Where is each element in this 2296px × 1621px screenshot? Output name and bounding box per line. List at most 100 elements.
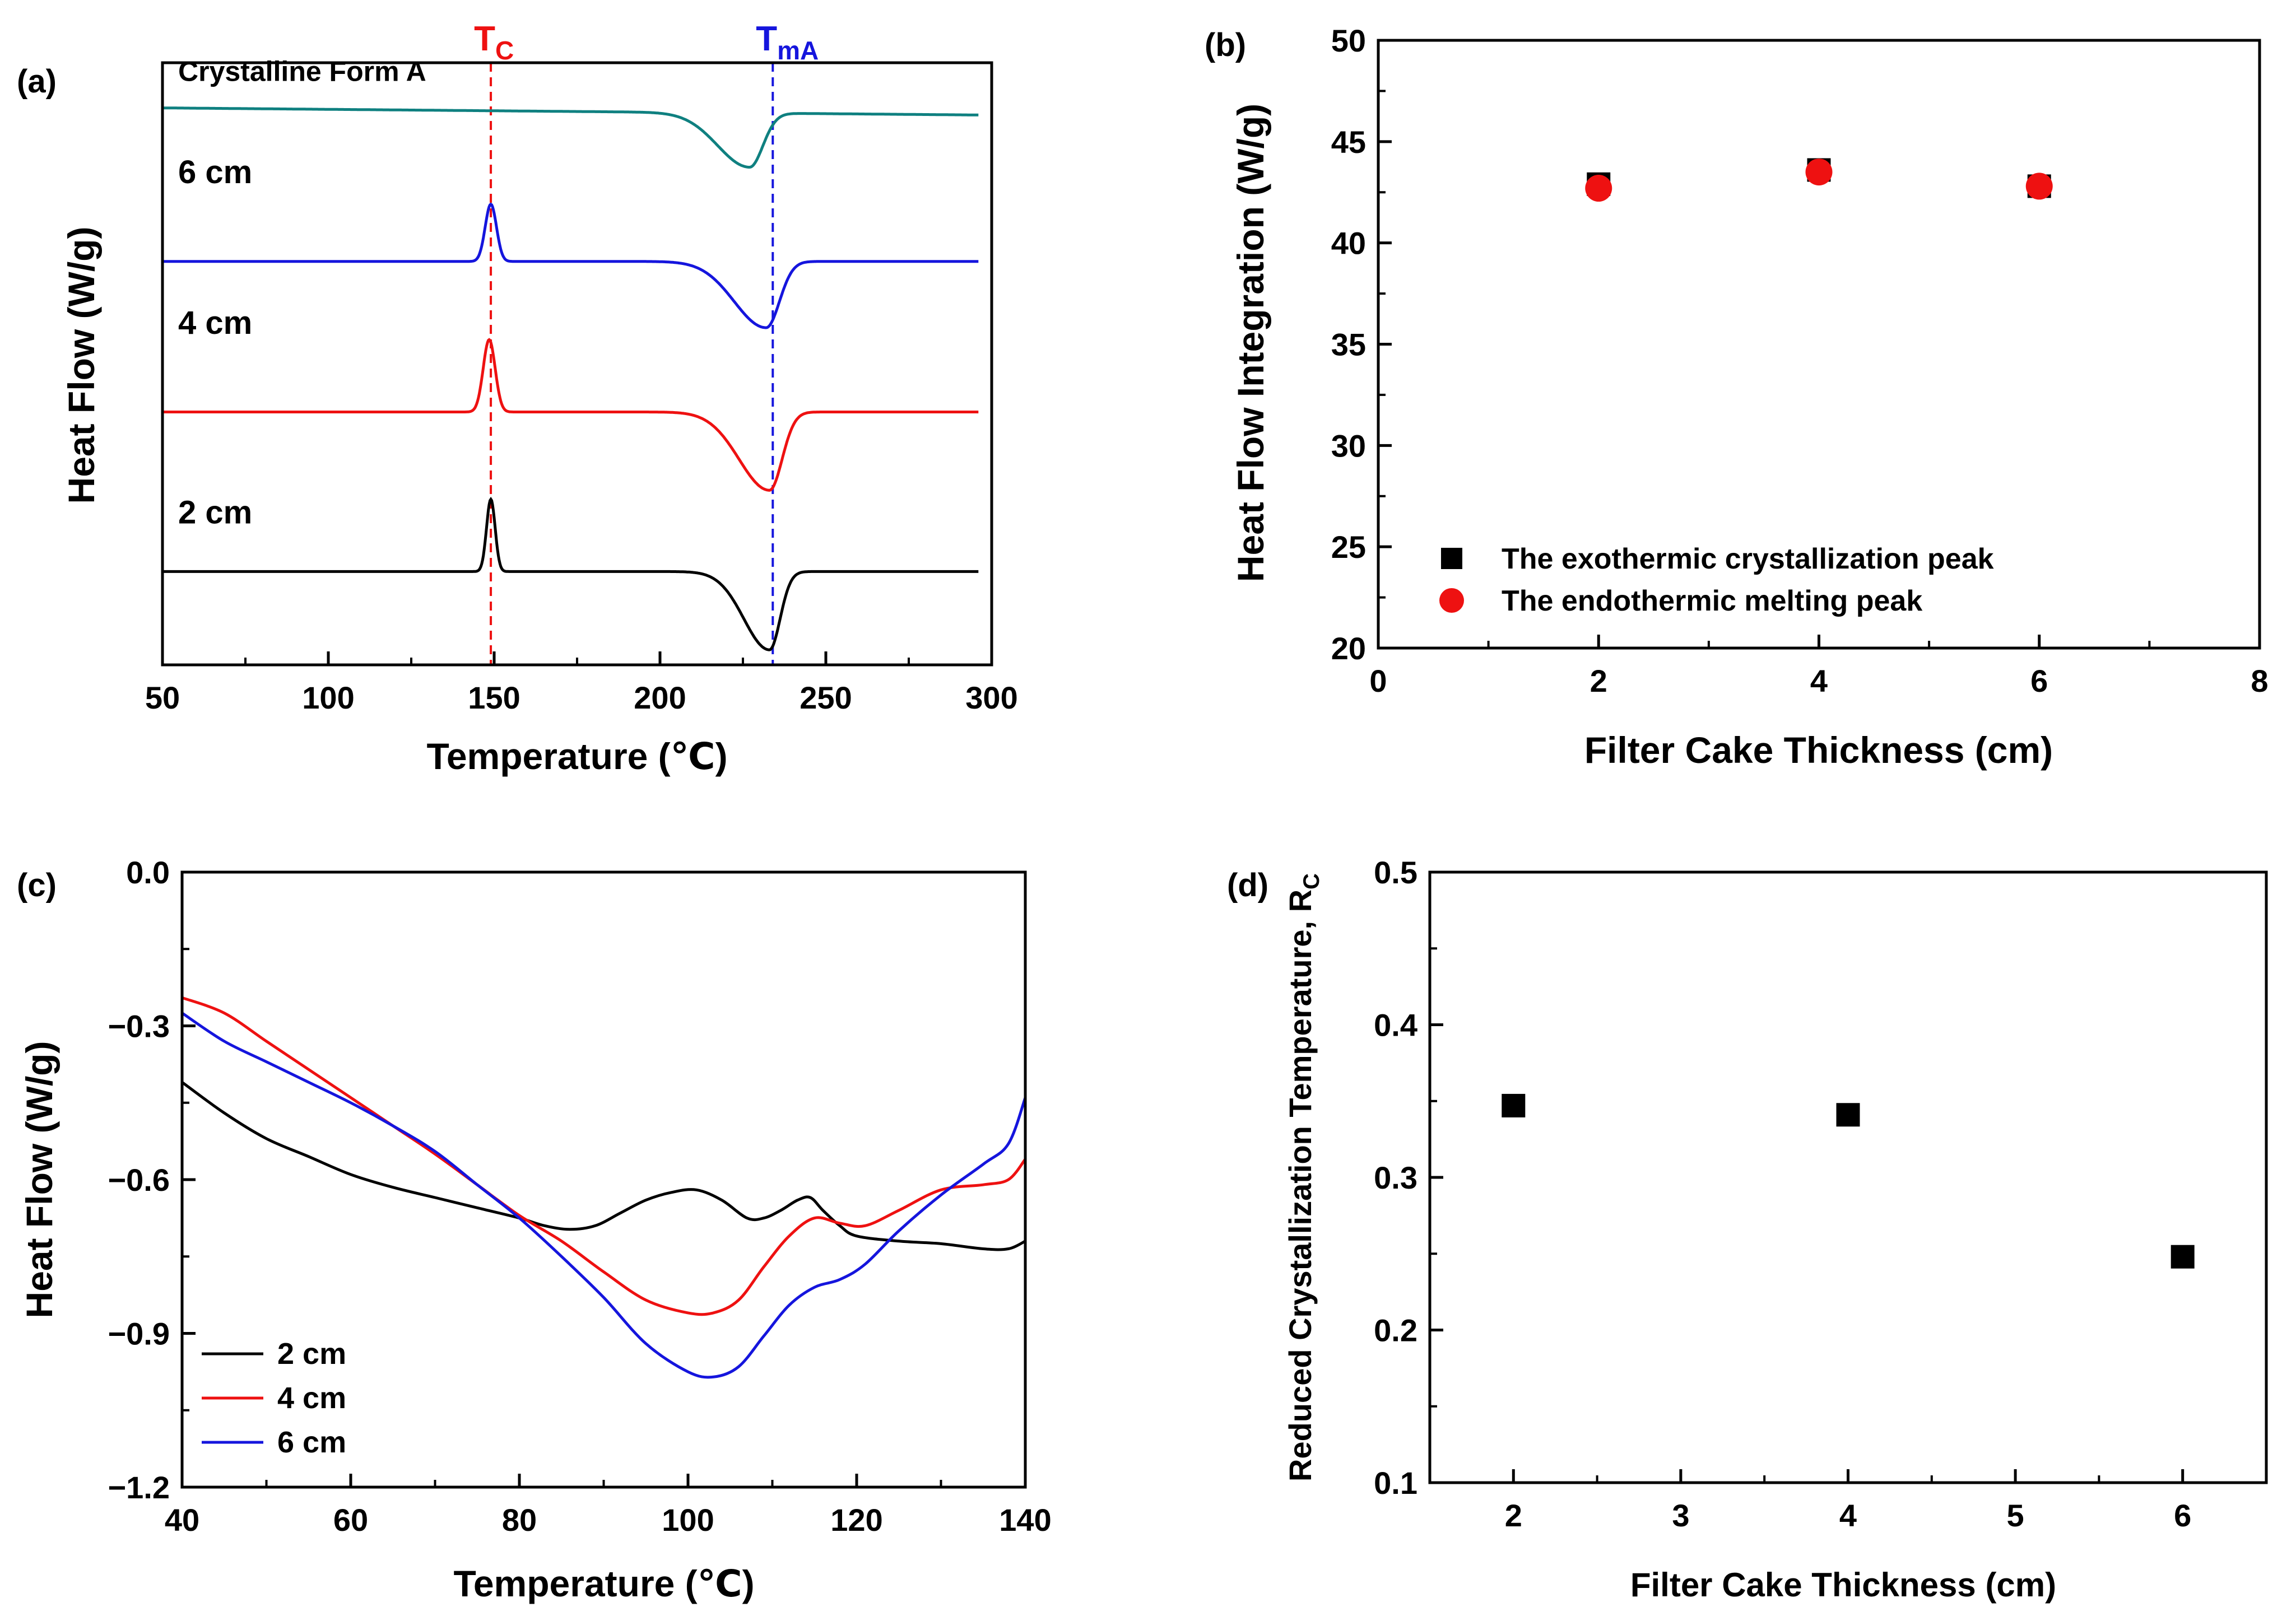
panel-c-ticks: 40 60 80 100 120 140 −1.2 −0.9 −0.6 −0.3 0.0 [108, 855, 1051, 1538]
panel-b-ylabel: Heat Flow Integration (W/g) [1230, 104, 1271, 582]
panel-d-ylabel-main: Reduced Crystallization Temperature, R [1282, 889, 1318, 1482]
panel-d: (d) 2 3 4 5 6 0.1 0.2 0.3 0.4 0.5 Filter Cake Thi… [1227, 855, 2268, 1604]
panel-c-x-tick-label: 60 [333, 1502, 368, 1538]
panel-a-curve [162, 202, 979, 329]
panel-c-y-tick-label: −1.2 [108, 1470, 170, 1505]
panel-c-y-tick-label: −0.9 [108, 1316, 170, 1352]
panel-a-ticks: 50 100 150 200 250 300 [145, 651, 1018, 715]
panel-b-xlabel: Filter Cake Thickness (cm) [1584, 729, 2053, 771]
panel-c-x-tick-label: 140 [999, 1502, 1051, 1538]
panel-d-plot-frame [1428, 870, 2268, 1484]
panel-a-x-tick-label: 200 [634, 680, 686, 715]
panel-a-xlabel: Temperature (℃) [426, 735, 727, 777]
vline-label-sub: mA [777, 36, 819, 65]
panel-c-curve [181, 1012, 1027, 1379]
panel-c-x-tick-label: 40 [165, 1502, 199, 1538]
panel-c-x-tick-label: 120 [830, 1502, 882, 1538]
panel-a-x-tick-label: 50 [145, 680, 180, 715]
panel-d-y-tick-label: 0.3 [1374, 1160, 1417, 1195]
panel-d-y-tick-label: 0.4 [1374, 1008, 1417, 1043]
panel-a-curve [162, 496, 979, 651]
panel-d-y-tick-label: 0.2 [1374, 1313, 1417, 1348]
panel-d-x-tick-label: 5 [2007, 1498, 2024, 1533]
panel-a-curve-label: Crystalline Form A [178, 55, 426, 87]
panel-a-ylabel: Heat Flow (W/g) [61, 227, 102, 504]
panel-b-x-tick-label: 8 [2251, 663, 2268, 698]
panel-a-plot-frame [161, 61, 993, 667]
panel-a-x-tick-label: 250 [800, 680, 852, 715]
panel-d-ylabel-sub: C [1299, 873, 1324, 889]
panel-d-letter: (d) [1227, 867, 1268, 903]
panel-d-x-tick-label: 2 [1505, 1498, 1522, 1533]
vline-label-main: T [474, 20, 495, 58]
panel-a-curves [162, 106, 979, 651]
panel-c-legend-label: 2 cm [277, 1337, 346, 1371]
legend-circle-marker [1439, 588, 1464, 613]
panel-b: (b) 0 2 4 6 8 20 25 30 35 40 45 50 The exothermic c… [1205, 23, 2269, 771]
panel-a-vline-label: TmA [756, 20, 819, 65]
panel-b-circle-point [2025, 173, 2053, 200]
panel-a-curve [162, 106, 979, 169]
panel-d-x-tick-label: 3 [1672, 1498, 1689, 1533]
panel-b-circle-point [1805, 159, 1833, 186]
panel-b-y-tick-label: 45 [1331, 124, 1366, 160]
panel-d-y-tick-label: 0.5 [1374, 855, 1417, 890]
panel-a-curve [162, 338, 979, 492]
panel-c: (c) 40 60 80 100 120 140 −1.2 −0.9 −0.6 −0.3 0.0 2… [17, 855, 1052, 1604]
panel-b-x-tick-label: 2 [1590, 663, 1607, 698]
panel-d-square-point [1502, 1093, 1526, 1117]
panel-a-x-tick-label: 300 [965, 680, 1017, 715]
panel-a-curve-label: 4 cm [178, 305, 252, 341]
panel-b-y-tick-label: 20 [1331, 631, 1366, 666]
panel-b-plot-frame [1377, 39, 2261, 650]
panel-a-reference-lines: TC TmA [474, 20, 819, 665]
panel-b-y-tick-label: 25 [1331, 529, 1366, 565]
panel-d-square-point [2170, 1245, 2195, 1269]
panel-a-vline-label: TC [474, 20, 514, 65]
legend-endothermic: The endothermic melting peak [1502, 585, 1922, 617]
legend-exothermic: The exothermic crystallization peak [1502, 543, 1994, 575]
panel-d-y-tick-label: 0.1 [1374, 1465, 1417, 1501]
panel-c-x-tick-label: 80 [502, 1502, 537, 1538]
panel-d-xlabel: Filter Cake Thickness (cm) [1630, 1566, 2056, 1604]
panel-d-ylabel: Reduced Crystallization Temperature, RC [1282, 873, 1324, 1482]
panel-c-curve [182, 996, 1026, 1316]
panel-c-legend-label: 6 cm [277, 1426, 346, 1459]
panel-b-points [1585, 158, 2053, 202]
panel-c-xlabel: Temperature (℃) [453, 1563, 754, 1604]
panel-b-circle-point [1585, 175, 1612, 202]
panel-b-y-tick-label: 35 [1331, 327, 1366, 362]
vline-label-sub: C [495, 36, 514, 65]
panel-d-square-point [1836, 1103, 1860, 1127]
panel-c-legend: 2 cm 4 cm 6 cm [202, 1337, 346, 1459]
panel-c-y-tick-label: −0.6 [108, 1162, 170, 1198]
panel-c-y-tick-label: 0.0 [126, 855, 170, 890]
panel-a-x-tick-label: 150 [468, 680, 520, 715]
panel-c-letter: (c) [17, 867, 57, 903]
panel-b-y-tick-label: 30 [1331, 428, 1366, 463]
panel-a-letter: (a) [17, 63, 57, 100]
panel-a-x-tick-label: 100 [302, 680, 354, 715]
panel-b-legend: The exothermic crystallization peak The … [1439, 543, 1994, 617]
panel-a: (a) 50 100 150 200 250 300 TC TmA Crystalline … [17, 20, 1018, 777]
panel-b-y-tick-label: 50 [1331, 23, 1366, 58]
panel-a-curve-labels: Crystalline Form A 6 cm 4 cm 2 cm [178, 55, 426, 530]
vline-label-main: T [756, 20, 777, 58]
panel-c-plot-frame [180, 870, 1027, 1489]
panel-c-x-tick-label: 100 [662, 1502, 714, 1538]
panel-b-y-tick-label: 40 [1331, 226, 1366, 261]
panel-d-ticks: 2 3 4 5 6 0.1 0.2 0.3 0.4 0.5 [1374, 855, 2191, 1533]
panel-a-curve-label: 2 cm [178, 494, 252, 530]
panel-c-legend-label: 4 cm [277, 1381, 346, 1415]
panel-b-letter: (b) [1205, 27, 1246, 63]
legend-square-marker [1441, 548, 1462, 569]
panel-c-ylabel: Heat Flow (W/g) [18, 1041, 60, 1319]
panel-c-y-tick-label: −0.3 [108, 1009, 170, 1044]
panel-c-curve [181, 1081, 1026, 1251]
panel-b-x-tick-label: 4 [1810, 663, 1828, 698]
panel-b-x-tick-label: 0 [1369, 663, 1387, 698]
panel-d-x-tick-label: 4 [1839, 1498, 1857, 1533]
panel-d-points [1502, 1093, 2195, 1269]
panel-c-curves [181, 996, 1027, 1379]
